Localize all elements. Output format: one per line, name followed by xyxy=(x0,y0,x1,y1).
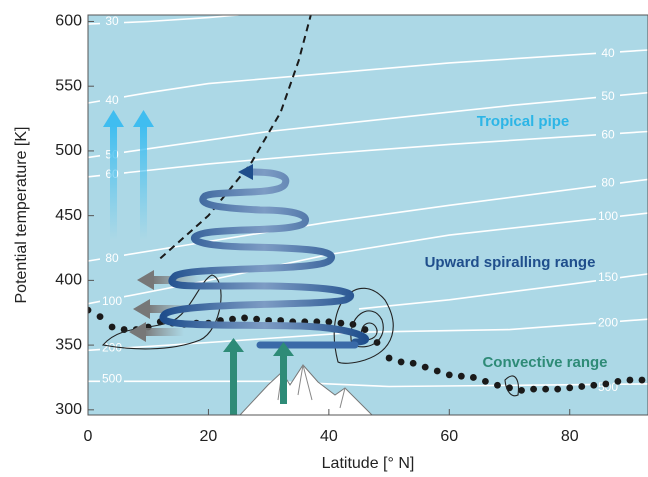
tropopause-dot xyxy=(566,384,574,392)
y-tick-label: 350 xyxy=(55,336,82,353)
tropical-pipe-arrows xyxy=(103,110,154,240)
contour-label: 500 xyxy=(102,372,122,386)
contour-loop xyxy=(101,274,222,350)
annotation: Convective range xyxy=(482,354,607,371)
tropopause-dot xyxy=(518,387,525,394)
contour-label: 100 xyxy=(102,294,122,308)
y-tick-label: 500 xyxy=(55,142,82,159)
contour-label: 30 xyxy=(105,14,119,28)
dashed-boundary xyxy=(159,15,312,260)
annotation: Upward spiralling range xyxy=(425,254,596,271)
contour-line xyxy=(88,130,648,178)
tropopause-dot xyxy=(433,367,441,375)
convective-arrows xyxy=(223,338,294,415)
tropopause-dot xyxy=(229,315,236,323)
axes: 300 350 400 450 500 550 600 0 20 40 60 80 Latitude [… xyxy=(13,13,648,472)
contour-label: 100 xyxy=(598,209,618,223)
tropopause-dot xyxy=(482,377,489,385)
tropopause-dot xyxy=(385,354,393,362)
spiral xyxy=(159,168,370,349)
contour-loop xyxy=(504,375,519,397)
y-tick-label: 600 xyxy=(55,13,82,30)
tropopause-dot xyxy=(253,315,261,323)
tropopause-dot xyxy=(626,376,634,384)
contour-label-bg xyxy=(596,89,620,104)
contour-label: 40 xyxy=(601,46,615,60)
plot-frame xyxy=(87,14,648,416)
y-axis-label: Potential temperature [K] xyxy=(13,127,30,304)
contour-label: 80 xyxy=(105,251,119,265)
tropopause-dot xyxy=(530,385,537,393)
tropopause-dot xyxy=(108,323,116,331)
tropopause-dot xyxy=(397,358,405,366)
x-tick-label: 0 xyxy=(84,428,93,445)
y-tick-label: 550 xyxy=(55,77,82,94)
tropopause-dot xyxy=(361,326,369,333)
contour-line xyxy=(88,178,648,262)
tropopause-dot xyxy=(554,385,562,393)
contour-label-bg xyxy=(596,316,620,331)
tropopause-dot xyxy=(578,383,586,390)
tropopause-dot xyxy=(445,371,453,379)
y-tick-label: 450 xyxy=(55,207,82,224)
y-tick-label: 300 xyxy=(55,401,82,418)
x-tick-label: 80 xyxy=(561,428,579,445)
tropopause-dot xyxy=(325,318,333,326)
x-tick-label: 60 xyxy=(440,428,458,445)
tropopause-dot xyxy=(469,374,477,381)
contour-label: 200 xyxy=(102,340,122,354)
spiral-arrowhead xyxy=(238,164,253,180)
tropopause-dot xyxy=(638,376,646,384)
contour-label-bg xyxy=(596,380,620,395)
contour-label-bg xyxy=(100,251,124,266)
contour-label: 200 xyxy=(598,315,618,329)
contour-label-bg xyxy=(100,341,124,356)
contour-label-bg xyxy=(100,294,124,309)
contour-label-bg xyxy=(596,176,620,191)
contour-label: 40 xyxy=(105,93,119,107)
decorations xyxy=(101,110,519,416)
contour-label-bg xyxy=(596,270,620,285)
x-axis-label: Latitude [° N] xyxy=(322,455,415,472)
plot-background xyxy=(88,15,648,415)
contour-label: 80 xyxy=(601,176,615,190)
contour-line xyxy=(88,49,648,104)
tropopause-dot xyxy=(373,339,381,346)
annotation: Tropical pipe xyxy=(477,113,570,130)
contour-loop xyxy=(350,310,384,348)
contour-label-bg xyxy=(100,15,124,30)
y-tick-label: 400 xyxy=(55,272,82,289)
tropopause-dot xyxy=(96,313,104,321)
tropopause-dot xyxy=(88,306,92,314)
tropopause-dot xyxy=(590,381,598,389)
contour-label-bg xyxy=(100,94,124,109)
tropopause-dot xyxy=(602,380,610,388)
tropopause-dot xyxy=(241,314,248,322)
contour-label-bg xyxy=(596,128,620,143)
tropopause-dot xyxy=(457,372,465,380)
contour-label-bg xyxy=(100,372,124,387)
x-tick-label: 20 xyxy=(200,428,218,445)
contour-loop xyxy=(333,287,394,364)
contour-line xyxy=(88,380,648,388)
tropopause-dot xyxy=(409,359,417,367)
tropopause-dot xyxy=(614,377,622,385)
x-tick-label: 40 xyxy=(320,428,338,445)
contour-label-bg xyxy=(596,210,620,225)
thin-contours xyxy=(101,274,519,397)
contour-label: 50 xyxy=(601,89,615,103)
tropopause-dot xyxy=(542,385,550,393)
contour-label: 150 xyxy=(598,270,618,284)
tropopause-dot xyxy=(494,381,501,389)
tropopause-dot xyxy=(337,319,345,327)
contour-line xyxy=(88,91,648,159)
contour-label-bg xyxy=(596,46,620,61)
tropopause-dot xyxy=(421,363,429,371)
contour-label: 60 xyxy=(601,128,615,142)
